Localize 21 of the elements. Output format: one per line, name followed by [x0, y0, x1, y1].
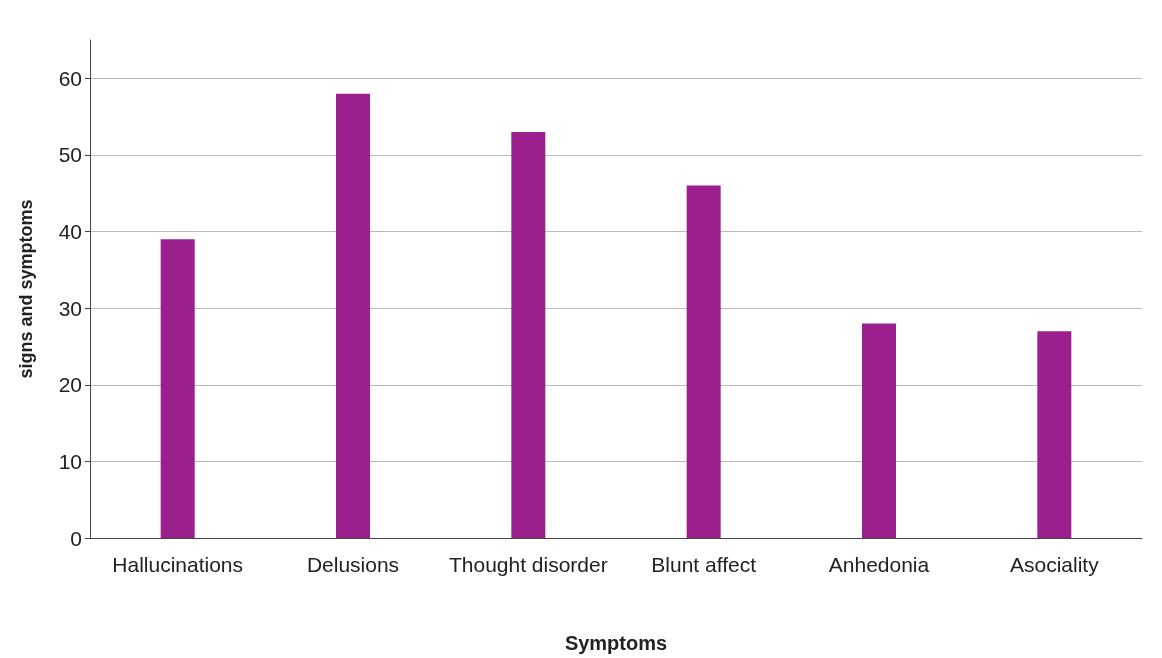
- y-axis-title: signs and symptoms: [16, 199, 36, 379]
- bar: [686, 185, 721, 538]
- y-tick-label: 30: [58, 296, 82, 320]
- y-tick-label: 40: [58, 220, 82, 244]
- bar: [336, 93, 370, 538]
- bar: [1037, 331, 1072, 538]
- bar: [160, 239, 195, 538]
- y-tick-label: 10: [58, 449, 82, 473]
- x-tick-label: Asociality: [1009, 553, 1100, 576]
- x-tick-label: Thought disorder: [448, 553, 608, 576]
- bar: [511, 131, 546, 538]
- y-tick-label: 60: [58, 66, 82, 90]
- y-tick-label: 50: [58, 143, 82, 167]
- x-tick-label: Anhedonia: [828, 553, 930, 576]
- x-tick-label: Hallucinations: [112, 553, 244, 576]
- x-tick-label: Delusions: [306, 553, 400, 576]
- x-tick-label: Blunt affect: [651, 553, 757, 576]
- x-axis-title: Symptoms: [564, 632, 668, 654]
- bar: [862, 323, 896, 538]
- y-tick-label: 0: [70, 526, 82, 550]
- y-tick-label: 20: [58, 373, 82, 397]
